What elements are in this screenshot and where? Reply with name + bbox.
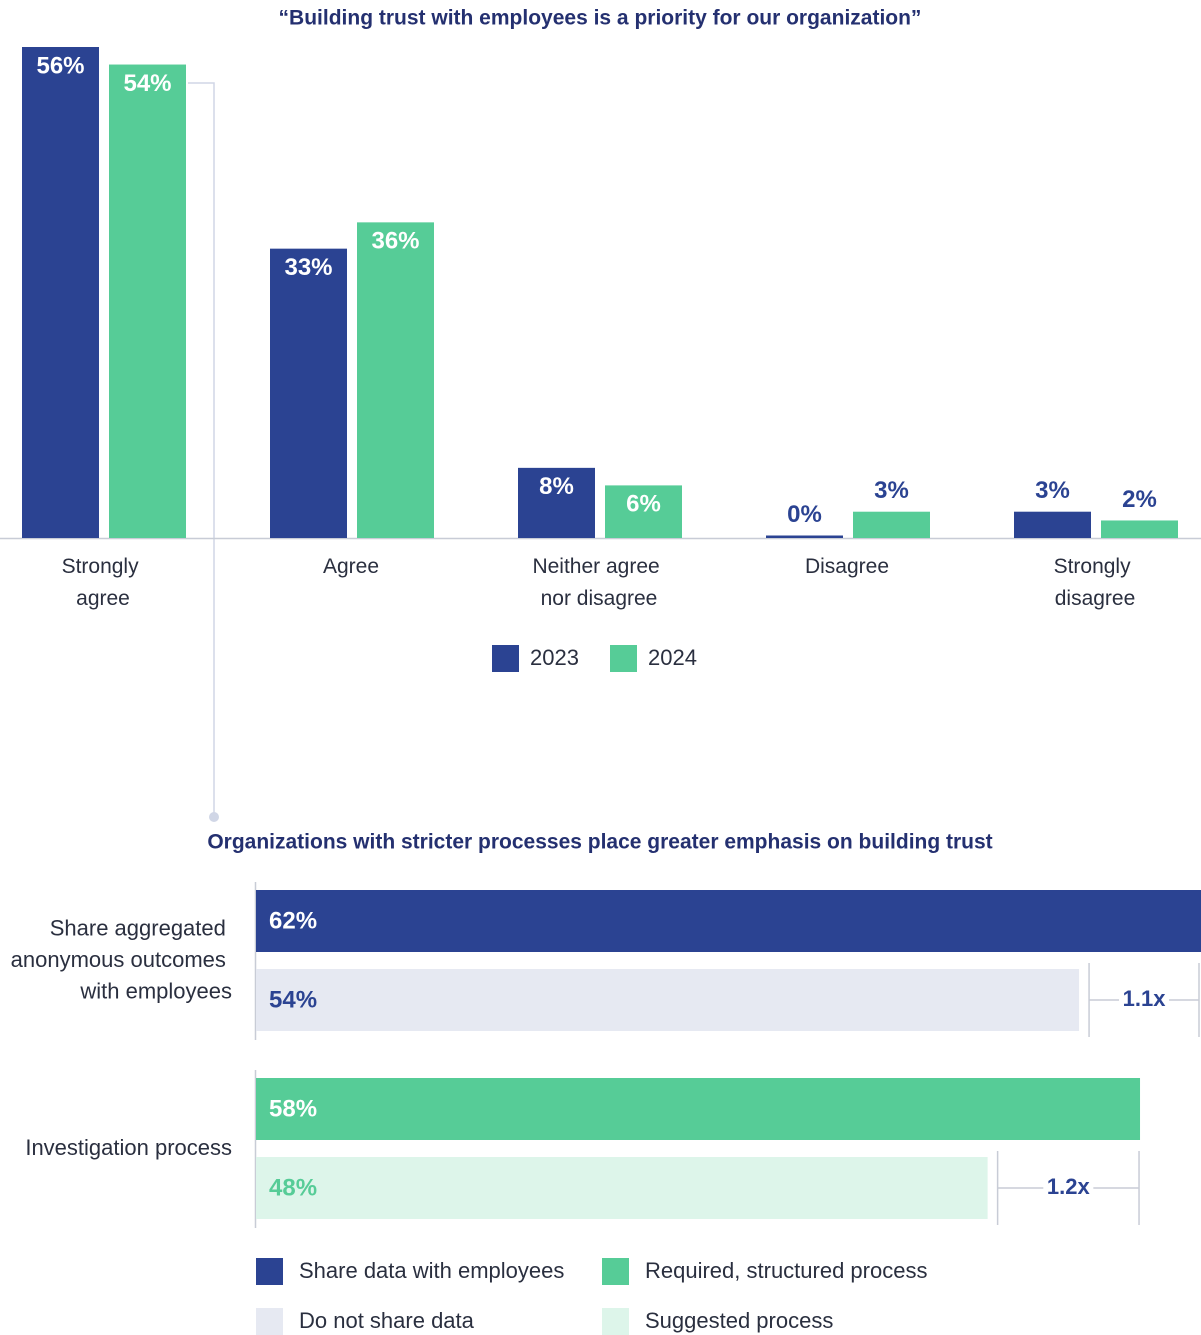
legend-label: Required, structured process xyxy=(645,1258,927,1283)
value-label: 8% xyxy=(539,473,574,500)
bar xyxy=(518,467,595,538)
value-label: 6% xyxy=(626,491,661,518)
legend-label: Share data with employees xyxy=(299,1258,564,1283)
x-tick-label: Agree xyxy=(323,555,379,578)
legend-swatch xyxy=(602,1258,629,1285)
legend-swatch xyxy=(492,645,519,672)
y-tick-label: Investigation process xyxy=(25,1135,232,1160)
value-label: 2% xyxy=(1122,486,1157,513)
chart-title: Organizations with stricter processes pl… xyxy=(207,831,992,854)
bar xyxy=(270,248,347,539)
value-label: 36% xyxy=(371,228,419,255)
bar xyxy=(853,511,930,538)
connector xyxy=(188,82,215,813)
legend-swatch xyxy=(610,645,637,672)
x-tick-label: Disagree xyxy=(805,555,889,578)
value-label: 62% xyxy=(269,907,317,934)
bar xyxy=(1101,520,1178,538)
value-label: 54% xyxy=(269,986,317,1013)
value-label: 56% xyxy=(36,52,84,79)
value-label: 58% xyxy=(269,1095,317,1122)
value-label: 54% xyxy=(123,70,171,97)
legend-label: Suggested process xyxy=(645,1308,833,1333)
legend-swatch xyxy=(256,1258,283,1285)
y-tick-label: Share aggregated anonymous outcomes with… xyxy=(11,915,232,1003)
bar xyxy=(1014,511,1091,538)
bar xyxy=(605,485,682,538)
value-label: 3% xyxy=(1035,477,1070,504)
bar xyxy=(22,47,99,538)
bar xyxy=(256,1078,1141,1140)
legend-label: 2023 xyxy=(530,645,579,670)
ratio-label: 1.1x xyxy=(1123,986,1167,1011)
chart-title: “Building trust with employees is a prio… xyxy=(279,7,922,30)
value-label: 3% xyxy=(874,477,909,504)
legend-swatch xyxy=(256,1308,283,1335)
bar xyxy=(766,535,843,538)
value-label: 33% xyxy=(284,254,332,281)
connector-dot xyxy=(209,812,219,822)
x-tick-label: Strongly agree xyxy=(62,555,145,610)
legend-label: 2024 xyxy=(648,645,697,670)
value-label: 0% xyxy=(787,501,822,528)
bar xyxy=(256,890,1201,952)
x-tick-label: Neither agree nor disagree xyxy=(532,555,665,610)
ratio-label: 1.2x xyxy=(1047,1174,1091,1199)
x-tick-label: Strongly disagree xyxy=(1054,555,1137,610)
bar xyxy=(357,222,434,538)
legend-swatch xyxy=(602,1308,629,1335)
bar xyxy=(109,64,186,539)
value-label: 48% xyxy=(269,1174,317,1201)
legend-label: Do not share data xyxy=(299,1308,475,1333)
bar xyxy=(256,969,1080,1031)
bar xyxy=(256,1157,988,1219)
